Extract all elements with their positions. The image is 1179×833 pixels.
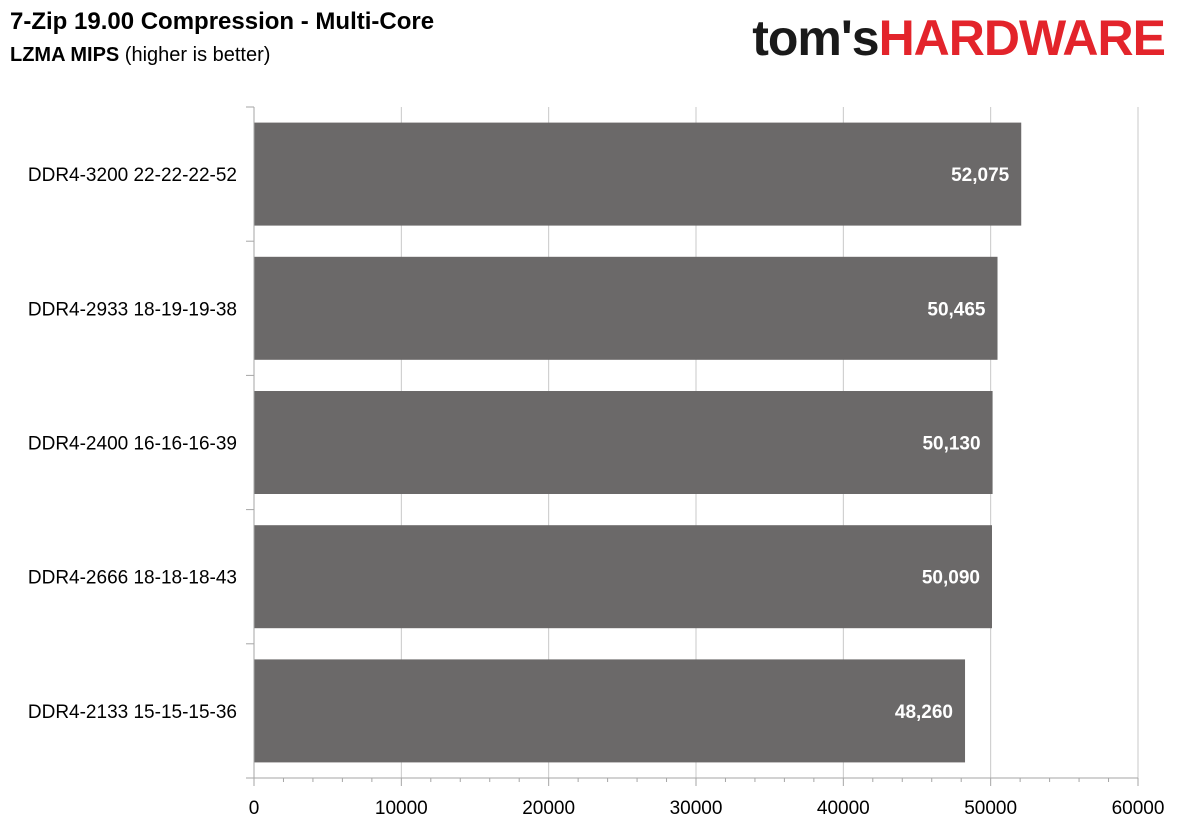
category-label: DDR4-3200 22-22-22-52 bbox=[28, 165, 237, 186]
x-tick-label: 0 bbox=[249, 798, 260, 819]
data-label: 50,130 bbox=[922, 434, 980, 455]
x-tick-label: 30000 bbox=[670, 798, 723, 819]
data-label: 48,260 bbox=[895, 702, 953, 723]
data-label: 52,075 bbox=[951, 165, 1010, 186]
category-label: DDR4-2666 18-18-18-43 bbox=[28, 568, 237, 589]
data-label: 50,465 bbox=[927, 299, 986, 320]
category-label: DDR4-2400 16-16-16-39 bbox=[28, 434, 237, 455]
bar bbox=[254, 391, 993, 494]
x-tick-label: 20000 bbox=[522, 798, 575, 819]
data-label: 50,090 bbox=[922, 568, 980, 589]
brand-logo: tom'sHARDWARE bbox=[752, 10, 1166, 66]
logo-toms: tom's bbox=[752, 10, 879, 66]
subtitle-note: (higher is better) bbox=[119, 44, 271, 66]
x-tick-label: 40000 bbox=[817, 798, 870, 819]
bar bbox=[254, 256, 998, 360]
x-tick-label: 60000 bbox=[1112, 798, 1165, 819]
x-tick-label: 10000 bbox=[375, 798, 428, 819]
category-label: DDR4-2133 15-15-15-36 bbox=[28, 702, 237, 723]
bar bbox=[254, 122, 1022, 226]
chart-title: 7-Zip 19.00 Compression - Multi-Core bbox=[10, 8, 435, 35]
subtitle-metric: LZMA MIPS bbox=[10, 44, 120, 66]
chart-subtitle: LZMA MIPS (higher is better) bbox=[10, 44, 270, 67]
bar bbox=[254, 659, 966, 763]
category-label: DDR4-2933 18-19-19-38 bbox=[28, 299, 237, 320]
logo-hardware: HARDWARE bbox=[878, 10, 1166, 66]
x-tick-label: 50000 bbox=[964, 798, 1017, 819]
bar bbox=[254, 525, 992, 629]
